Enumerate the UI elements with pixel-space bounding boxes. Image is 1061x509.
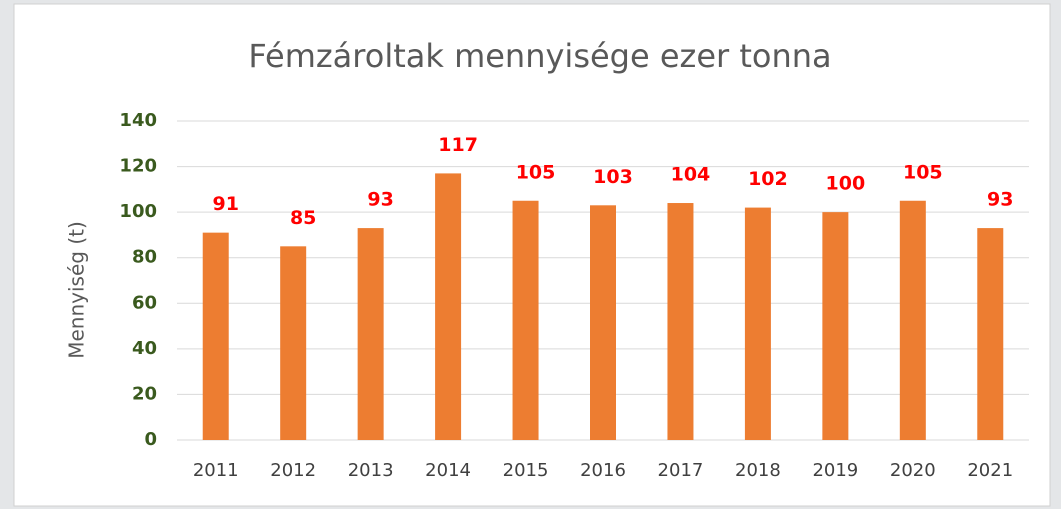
y-tick-label: 0 <box>144 429 157 450</box>
bar <box>435 173 462 440</box>
y-axis-title: Mennyiség (t) <box>65 221 89 359</box>
bar <box>899 200 926 440</box>
x-tick-label: 2020 <box>890 460 936 481</box>
y-tick-label: 120 <box>119 156 157 177</box>
y-tick-label: 60 <box>132 292 157 313</box>
bar <box>590 205 616 440</box>
x-tick-label: 2021 <box>967 460 1013 481</box>
bar <box>512 200 539 440</box>
data-label: 85 <box>290 207 316 229</box>
bar <box>977 228 1004 440</box>
bar <box>744 207 771 440</box>
x-tick-label: 2012 <box>270 460 316 481</box>
y-tick-label: 80 <box>132 247 157 268</box>
data-label: 104 <box>671 164 711 186</box>
x-tick-label: 2017 <box>658 460 704 481</box>
x-tick-label: 2018 <box>735 460 781 481</box>
data-label: 102 <box>748 168 788 190</box>
y-tick-label: 140 <box>119 110 157 131</box>
data-label: 105 <box>903 161 943 183</box>
y-tick-label: 20 <box>132 383 157 404</box>
bar <box>822 212 849 440</box>
data-label: 93 <box>987 189 1013 211</box>
chart-title: Fémzároltak mennyisége ezer tonna <box>248 37 831 75</box>
data-label: 91 <box>213 193 239 215</box>
x-tick-label: 2016 <box>580 460 626 481</box>
y-tick-label: 40 <box>132 338 157 359</box>
x-tick-label: 2019 <box>812 460 858 481</box>
bar <box>357 228 384 440</box>
x-tick-label: 2013 <box>348 460 394 481</box>
data-label: 103 <box>593 166 633 188</box>
y-tick-label: 100 <box>119 201 157 222</box>
data-label: 100 <box>826 173 866 195</box>
bar <box>202 232 229 440</box>
data-label: 117 <box>438 134 478 156</box>
x-tick-label: 2015 <box>503 460 549 481</box>
x-tick-label: 2014 <box>425 460 471 481</box>
data-label: 93 <box>367 189 393 211</box>
data-label: 105 <box>516 161 556 183</box>
bar <box>280 246 307 440</box>
bar <box>667 203 694 440</box>
x-tick-label: 2011 <box>193 460 239 481</box>
